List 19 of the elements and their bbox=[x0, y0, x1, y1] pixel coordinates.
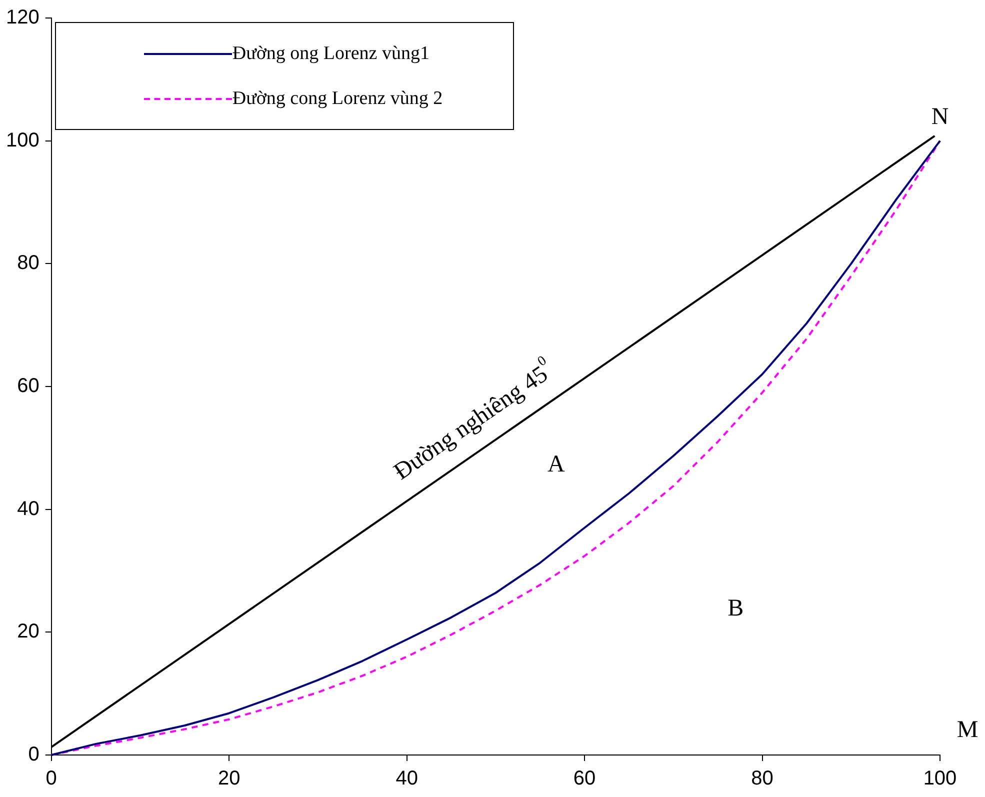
annotation: B bbox=[728, 595, 744, 622]
x-tick-label: 40 bbox=[396, 768, 418, 790]
legend-label: Đường cong Lorenz vùng 2 bbox=[232, 88, 443, 110]
y-tick-label: 40 bbox=[17, 498, 40, 520]
x-tick-label: 20 bbox=[218, 768, 240, 790]
text: M bbox=[956, 716, 978, 743]
y-tick-label: 20 bbox=[17, 620, 40, 643]
x-tick-label: 80 bbox=[751, 768, 774, 790]
x-tick-label: 0 bbox=[46, 768, 57, 790]
x-tick-label: 60 bbox=[573, 768, 596, 790]
y-tick-label: 100 bbox=[6, 129, 40, 152]
legend-label: Đường ong Lorenz vùng1 bbox=[232, 42, 430, 64]
y-tick-label: 0 bbox=[28, 744, 40, 766]
annotation: A bbox=[547, 452, 566, 478]
annotation: N bbox=[931, 104, 949, 130]
y-tick-label: 60 bbox=[17, 375, 40, 398]
x-tick-label: 100 bbox=[923, 768, 957, 790]
y-tick-label: 80 bbox=[17, 252, 40, 274]
y-tick-label: 120 bbox=[6, 6, 40, 29]
